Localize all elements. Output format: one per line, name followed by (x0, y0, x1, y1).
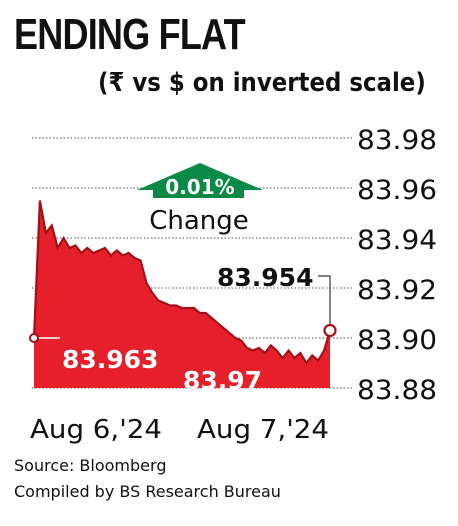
series-area (34, 200, 330, 388)
y-tick-label: 83.94 (357, 225, 437, 256)
start-value-label: 83.963 (62, 345, 158, 374)
y-tick-label: 83.96 (357, 175, 437, 206)
change-badge: 0.01% Change (137, 163, 263, 236)
end-value-label: 83.954 (217, 263, 313, 292)
x-tick-label: Aug 6,'24 (30, 415, 162, 445)
change-label: Change (149, 206, 249, 236)
series-line (32, 200, 332, 365)
change-value: 0.01% (165, 175, 234, 199)
end-value-leader (318, 275, 331, 326)
x-tick-label: Aug 7,'24 (197, 415, 329, 445)
end-point-marker (323, 323, 337, 338)
y-axis-ticks: 83.98 83.96 83.94 83.92 83.90 83.88 (357, 125, 437, 406)
y-tick-label: 83.92 (357, 275, 437, 306)
chart-title: ENDING FLAT (14, 10, 246, 59)
compiled-note: Compiled by BS Research Bureau (14, 482, 281, 501)
source-note: Source: Bloomberg (14, 456, 167, 475)
y-tick-label: 83.88 (357, 375, 437, 406)
up-arrow-badge-shape (137, 163, 263, 198)
y-tick-label: 83.90 (357, 325, 437, 356)
x-axis-ticks: Aug 6,'24 Aug 7,'24 (30, 415, 329, 445)
chart-subtitle: (₹ vs $ on inverted scale) (98, 68, 426, 98)
start-point-marker (29, 333, 39, 343)
low-value-label: 83.97 (183, 366, 262, 395)
y-tick-label: 83.98 (357, 125, 437, 156)
